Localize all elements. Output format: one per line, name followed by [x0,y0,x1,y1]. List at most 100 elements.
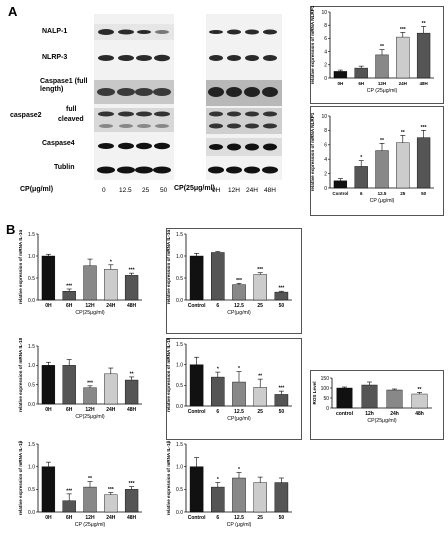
bar [41,255,56,301]
category-label: Control [188,515,206,521]
category-label: 24H [399,81,407,86]
bar [211,376,225,407]
significance-label: ** [380,138,384,144]
bar [211,486,225,513]
significance-label: ** [418,387,422,393]
significance-label: *** [257,267,263,273]
bar [83,387,97,405]
bar [124,379,139,405]
y-tick-label: 1.0 [28,363,35,369]
category-label: Control [188,303,206,309]
wb-label-cleaved: cleaved [58,116,84,123]
cp-conc-tick: 0 [102,187,106,194]
x-axis-label: CP(μg/ml) [227,310,251,316]
wb-label-nalp1: NALP-1 [42,28,68,35]
category-label: 6 [216,409,219,415]
cp-conc-tick: 25 [142,187,150,194]
y-axis-label: relative expression of mRNA IL-18 [18,337,23,412]
y-tick-label: 1.5 [28,232,35,238]
significance-label: ** [130,371,134,377]
bar [396,142,410,189]
x-axis-label: CP (μg/ml) [227,522,252,528]
significance-label: ** [380,44,384,50]
y-tick-label: 1.5 [176,442,183,448]
bar [104,373,118,405]
category-label: 12H [378,81,386,86]
cp-time-tick: 48H [264,187,276,194]
bar [375,54,389,79]
y-tick-label: 0 [324,76,327,82]
bar [253,482,267,513]
bar [104,269,118,301]
y-tick-label: 0 [324,186,327,192]
y-tick-label: 0.5 [28,487,35,493]
y-tick-label: 1.0 [176,254,183,260]
y-tick-label: 50 [323,396,329,402]
y-axis-label: relative expression of mRNA IL-1α [166,230,171,305]
category-label: 6H [66,303,73,309]
significance-label: * [110,259,112,265]
bar [104,494,118,513]
y-tick-label: 100 [321,386,330,392]
western-blot-concentration [94,14,174,180]
significance-label: *** [66,284,72,290]
x-axis-label: CP(25μg/ml) [75,414,104,420]
y-tick-label: 1.0 [28,254,35,260]
significance-label: ** [88,476,92,482]
y-axis-label: relative expression of mRNA IL-1β [166,440,171,515]
x-axis-label: CP(25μg/ml) [75,310,104,316]
y-axis-label: relative expression of mRNA IL-18 [166,337,171,412]
category-label: 12h [365,411,374,417]
y-tick-label: 0.5 [176,487,183,493]
bar [354,166,368,189]
category-label: 12H [85,303,95,309]
y-tick-label: 1.5 [176,342,183,348]
y-tick-label: 0.5 [176,383,183,389]
category-label: 25 [257,409,263,415]
cp-time-tick: 12H [228,187,240,194]
bar [354,67,368,79]
significance-label: *** [421,125,427,131]
category-label: 50 [279,515,285,521]
bar [375,150,389,189]
bar [124,275,139,301]
category-label: 12.5 [234,409,244,415]
y-tick-label: 6 [324,36,327,42]
significance-label: *** [129,481,135,487]
y-tick-label: 1.0 [176,464,183,470]
x-axis-label: CP(25μg/ml) [367,418,396,424]
wb-label-tublin: Tublin [54,164,75,171]
y-axis-label: relative expression of mRNA IL-1α [18,230,23,305]
y-tick-label: 0.0 [176,298,183,304]
chart-A_nlrp1_conc: 0 2 4 6 8 10 relative expression of mRNA NLRP1… [310,112,434,204]
bar [232,477,246,513]
category-label: 48H [127,407,137,413]
wb-label-nlrp3: NLRP-3 [42,54,68,61]
y-axis-label: relative expression of mRNA NLRP1 [310,5,315,84]
y-tick-label: 2 [324,63,327,69]
significance-label: * [238,467,240,473]
category-label: Control [188,409,206,415]
significance-label: ** [401,130,405,136]
y-axis-label: relative expression of mRNA NLRP1 [310,112,315,191]
y-tick-label: 0.0 [28,402,35,408]
chart-B_ros: 0 50 100 150 ROS Level control 12h 24h ** 48h CP(2… [312,376,432,424]
y-tick-label: 0.0 [28,510,35,516]
x-axis-label: CP (μg/ml) [370,198,395,204]
cp-conc-tick: 50 [160,187,168,194]
bar [274,482,289,513]
category-label: 50 [279,409,285,415]
bar [274,291,289,301]
y-tick-label: 0.5 [28,276,35,282]
y-tick-label: 0.0 [176,510,183,516]
category-label: 12.5 [234,303,244,309]
bar [361,384,378,409]
category-label: 48H [419,81,427,86]
chart-A_nlrp1_time: 0 2 4 6 8 10 relative expression of mRNA NLRP1… [310,5,434,94]
category-label: 0H [45,515,52,521]
category-label: 50 [421,191,427,196]
y-tick-label: 8 [324,128,327,134]
significance-label: *** [236,278,242,284]
significance-label: *** [108,487,114,493]
